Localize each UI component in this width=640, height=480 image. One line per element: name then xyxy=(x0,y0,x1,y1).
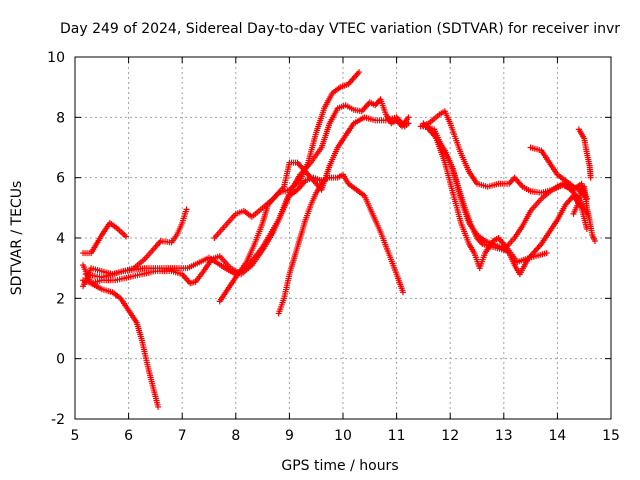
y-tick-label: 6 xyxy=(56,171,65,187)
data-point-marker xyxy=(405,120,412,127)
x-tick-label: 7 xyxy=(178,428,187,444)
y-tick-label: 8 xyxy=(56,110,65,126)
y-tick-label: -2 xyxy=(51,412,65,428)
x-tick-label: 14 xyxy=(548,428,566,444)
y-tick-label: 0 xyxy=(56,352,65,368)
series-track-8 xyxy=(275,174,330,317)
y-tick-label: 4 xyxy=(56,231,65,247)
x-tick-label: 9 xyxy=(285,428,294,444)
series-track-7 xyxy=(216,69,363,305)
data-point-marker xyxy=(400,289,407,296)
x-tick-label: 12 xyxy=(441,428,459,444)
series-track-14 xyxy=(570,183,598,245)
x-tick-label: 11 xyxy=(388,428,406,444)
series-track-1 xyxy=(80,219,129,257)
series-track-2 xyxy=(80,277,162,410)
data-point-marker xyxy=(591,238,598,245)
data-point-marker xyxy=(183,206,190,213)
chart-title: Day 249 of 2024, Sidereal Day-to-day VTE… xyxy=(60,21,620,37)
grid-lines xyxy=(75,57,611,419)
axis-ticks: 5 6 7 8 9 10 11 12 13 14 15 -2 0 2 4 6 8 10 xyxy=(47,50,620,444)
x-tick-label: 5 xyxy=(71,428,80,444)
y-tick-label: 10 xyxy=(47,50,65,66)
x-tick-label: 15 xyxy=(602,428,620,444)
data-point-marker xyxy=(356,69,363,76)
y-axis-label: SDTVAR / TECUs xyxy=(9,181,25,296)
data-point-marker xyxy=(122,233,129,240)
x-tick-label: 13 xyxy=(495,428,513,444)
data-point-marker xyxy=(587,174,594,181)
data-point-marker xyxy=(543,250,550,257)
data-point-marker xyxy=(405,114,412,121)
x-tick-label: 6 xyxy=(124,428,133,444)
series-track-12 xyxy=(420,120,550,272)
x-axis-label: GPS time / hours xyxy=(281,458,398,474)
data-series xyxy=(80,69,598,410)
x-tick-label: 8 xyxy=(231,428,240,444)
y-tick-label: 2 xyxy=(56,291,65,307)
data-point-marker xyxy=(155,403,162,410)
x-tick-label: 10 xyxy=(334,428,352,444)
data-point-marker xyxy=(323,174,330,181)
series-track-15 xyxy=(575,126,594,181)
series-track-13 xyxy=(527,144,588,199)
